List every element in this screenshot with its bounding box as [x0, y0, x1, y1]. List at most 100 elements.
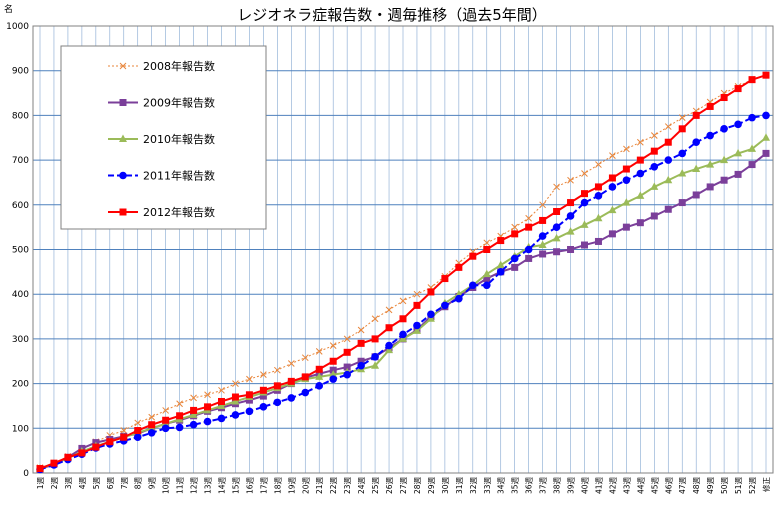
data-point [385, 306, 393, 314]
data-point [567, 199, 575, 207]
data-point [706, 160, 715, 168]
data-point [580, 198, 589, 207]
data-point [608, 183, 617, 191]
x-tick-label: 40週 [581, 477, 590, 495]
data-point [273, 382, 281, 390]
data-point [566, 212, 575, 220]
data-point [692, 111, 700, 119]
data-point [371, 315, 379, 323]
series-layer [36, 71, 770, 474]
data-point [119, 62, 127, 70]
data-point [343, 348, 351, 356]
data-point [511, 223, 519, 231]
data-point [119, 208, 127, 216]
legend-item: 2008年報告数 [108, 59, 215, 73]
data-point [734, 148, 743, 157]
x-tick-label: 5週 [92, 477, 101, 490]
x-tick-label: 21週 [315, 477, 324, 495]
data-point [231, 396, 240, 405]
x-tick-label: 12週 [190, 477, 199, 495]
data-point [217, 401, 226, 409]
x-tick-label: 13週 [204, 477, 213, 495]
x-tick-label: 37週 [539, 477, 548, 495]
data-point [120, 433, 128, 441]
data-point [552, 223, 561, 231]
data-point [496, 260, 505, 269]
x-tick-label: 42週 [608, 477, 617, 495]
data-point [608, 174, 616, 182]
data-point [454, 289, 463, 298]
data-point [119, 134, 127, 142]
data-point [245, 391, 253, 399]
data-point [678, 125, 686, 133]
x-axis: 1週 2週 3週 4週 5週 6週 7週 8週 9週 10週 11週 12週 13週 14週 15週 16週 1… [36, 477, 771, 495]
y-tick-label: 300 [12, 335, 29, 345]
data-point [245, 407, 254, 416]
data-point [594, 183, 602, 191]
data-point [692, 191, 700, 199]
legend-item: 2010年報告数 [108, 132, 215, 146]
data-point [218, 397, 225, 405]
data-point [427, 288, 435, 296]
data-point [106, 438, 114, 446]
data-point [608, 230, 616, 238]
x-tick-label: 52週 [748, 477, 757, 495]
data-point [357, 326, 365, 334]
y-tick-label: 0 [23, 469, 29, 479]
data-point [245, 396, 253, 404]
x-tick-label: 46週 [664, 477, 673, 495]
x-tick-label: 44週 [636, 477, 645, 495]
legend-item: 2009年報告数 [108, 96, 215, 110]
data-point [483, 246, 491, 253]
data-point [204, 403, 212, 411]
x-tick-label: 19週 [287, 477, 296, 495]
data-point [650, 163, 659, 171]
data-point [622, 165, 630, 173]
x-tick-label: 24週 [357, 477, 366, 495]
data-point [581, 241, 588, 249]
y-tick-label: 900 [12, 67, 29, 77]
data-point [650, 147, 658, 155]
x-tick-label: 9週 [148, 477, 157, 490]
data-point [581, 190, 588, 198]
legend-item: 2011年報告数 [108, 169, 215, 183]
x-tick-label: 25週 [371, 477, 380, 495]
data-point [720, 125, 728, 133]
legend-label: 2010年報告数 [143, 132, 215, 146]
x-tick-label: 39週 [567, 477, 576, 495]
data-point [385, 324, 393, 332]
data-point [287, 394, 296, 402]
data-point [706, 131, 714, 140]
data-point [678, 199, 686, 207]
data-point [134, 419, 142, 427]
data-point [273, 398, 282, 407]
data-point [441, 275, 449, 283]
data-point [469, 281, 477, 290]
data-point [664, 175, 673, 184]
x-tick-label: 47週 [678, 477, 687, 495]
legend: 2008年報告数 2009年報告数 2010年報告数 2011年報告数 2012年報告数 [60, 45, 267, 230]
x-tick-label: 16週 [245, 477, 254, 495]
data-point [748, 76, 756, 84]
data-point [371, 335, 379, 343]
x-tick-label: 35週 [511, 477, 520, 495]
data-point [204, 391, 211, 399]
data-point [692, 164, 701, 173]
x-tick-label: 15週 [231, 477, 240, 495]
data-point [511, 263, 519, 271]
data-point [92, 443, 100, 451]
x-tick-label: 28週 [413, 477, 422, 495]
data-point [260, 371, 267, 379]
data-point [720, 155, 729, 164]
data-point [246, 375, 253, 383]
x-tick-label: 20週 [301, 477, 310, 495]
data-point [315, 372, 324, 380]
data-point [636, 169, 645, 178]
data-point [622, 176, 631, 185]
data-point [287, 377, 295, 385]
data-point [134, 427, 142, 435]
legend-label: 2012年報告数 [143, 205, 215, 219]
x-tick-label: 1週 [36, 477, 45, 490]
data-point [553, 208, 561, 216]
